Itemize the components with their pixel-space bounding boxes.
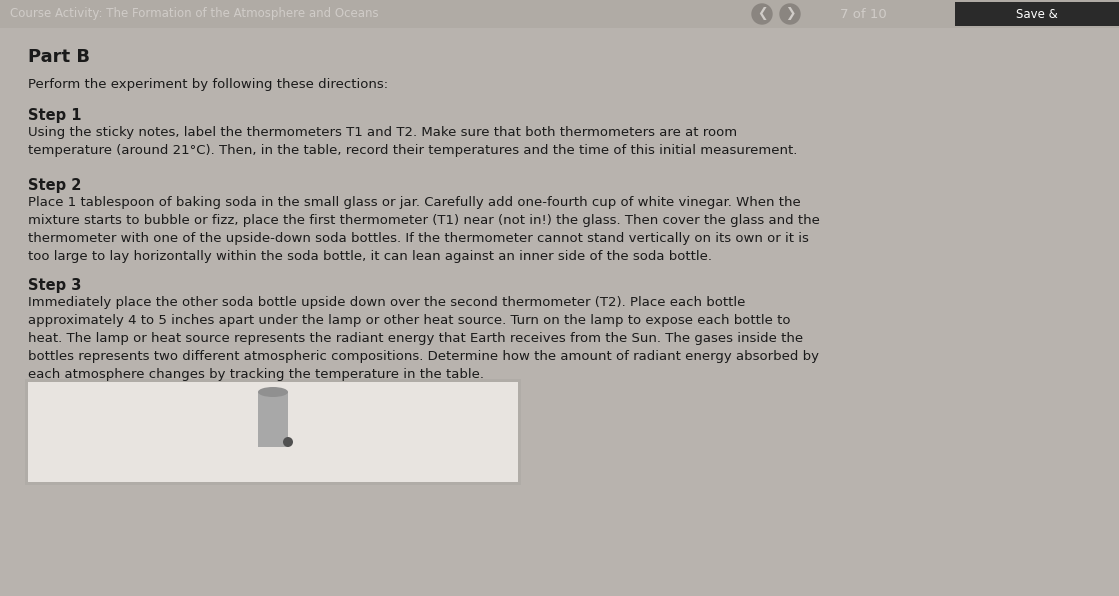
Text: Immediately place the other soda bottle upside down over the second thermometer : Immediately place the other soda bottle … bbox=[28, 296, 819, 381]
Text: 7 of 10: 7 of 10 bbox=[840, 8, 886, 20]
Bar bbox=[0, 0, 1119, 28]
Circle shape bbox=[283, 437, 293, 447]
Text: Place 1 tablespoon of baking soda in the small glass or jar. Carefully add one-f: Place 1 tablespoon of baking soda in the… bbox=[28, 196, 820, 263]
Text: Perform the experiment by following these directions:: Perform the experiment by following thes… bbox=[28, 78, 388, 91]
Text: Using the sticky notes, label the thermometers T1 and T2. Make sure that both th: Using the sticky notes, label the thermo… bbox=[28, 126, 798, 157]
Text: Course Activity: The Formation of the Atmosphere and Oceans: Course Activity: The Formation of the At… bbox=[10, 8, 378, 20]
Text: Part B: Part B bbox=[28, 48, 90, 66]
Text: ❮: ❮ bbox=[756, 8, 768, 20]
Text: Step 1: Step 1 bbox=[28, 108, 82, 123]
Bar bbox=[25, 379, 521, 485]
Bar bbox=[258, 392, 288, 447]
Text: Step 2: Step 2 bbox=[28, 178, 82, 193]
Circle shape bbox=[780, 4, 800, 24]
Bar bbox=[955, 2, 1119, 26]
Ellipse shape bbox=[258, 387, 288, 397]
Text: ❯: ❯ bbox=[784, 8, 796, 20]
Circle shape bbox=[752, 4, 772, 24]
Text: Step 3: Step 3 bbox=[28, 278, 82, 293]
Text: Save &: Save & bbox=[1016, 8, 1057, 20]
Bar bbox=[28, 382, 518, 482]
